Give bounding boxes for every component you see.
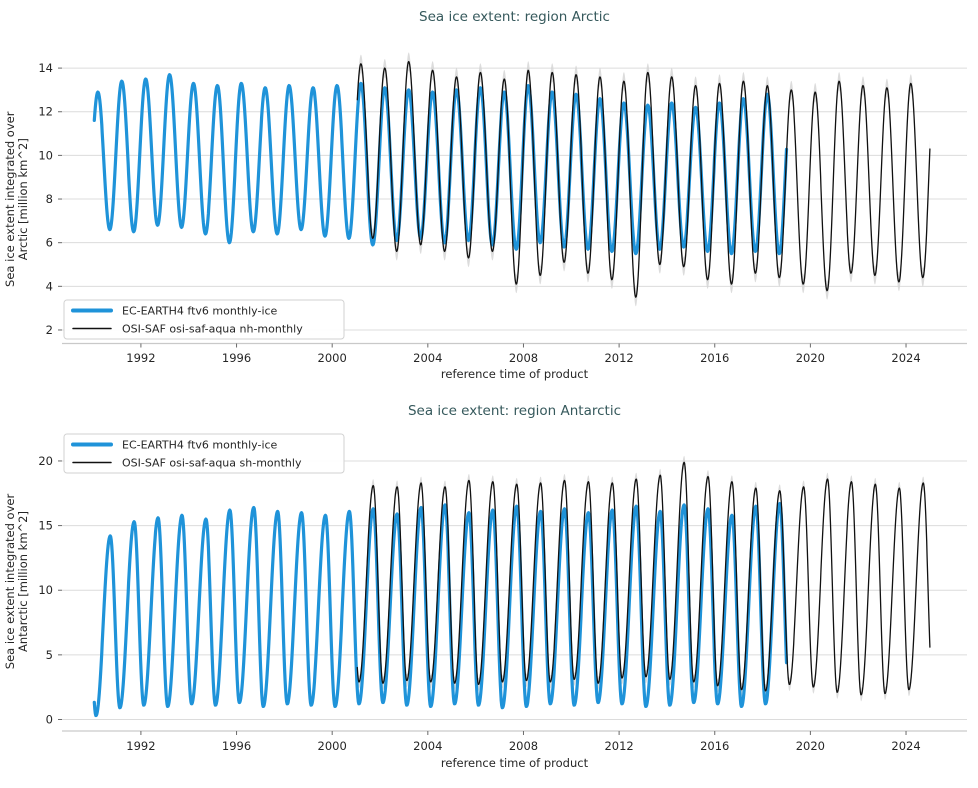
y-tick-label: 14 [38, 61, 53, 75]
y-tick-label: 15 [38, 519, 53, 533]
series-line-0 [92, 73, 789, 256]
legend-box [63, 433, 345, 474]
series-line-0 [92, 501, 789, 718]
x-tick-label: 2004 [413, 351, 442, 365]
series-line-1 [356, 461, 931, 696]
y-tick-label: 20 [38, 454, 53, 468]
y-tick-label: 6 [46, 236, 53, 250]
series-line-1 [356, 60, 931, 298]
x-tick-label: 2012 [604, 351, 633, 365]
x-tick-label: 2024 [891, 351, 920, 365]
x-tick-label: 2020 [796, 351, 825, 365]
y-tick-label: 5 [46, 648, 53, 662]
y-tick-label: 10 [38, 148, 53, 162]
x-tick-label: 1996 [222, 739, 251, 753]
legend-label-0: EC-EARTH4 ftv6 monthly-ice [122, 305, 278, 318]
x-axis-label: reference time of product [441, 756, 589, 770]
y-tick-label: 4 [46, 279, 53, 293]
x-tick-label: 2008 [509, 351, 538, 365]
legend-box [63, 299, 345, 340]
x-tick-label: 1992 [126, 351, 155, 365]
antarctic-chart-canvas: 1992 1996 2000 2004 2008 2012 2016 2020 2024 0 5 10… [3, 433, 967, 770]
x-tick-label: 1996 [222, 351, 251, 365]
y-tick-label: 10 [38, 583, 53, 597]
legend-label-0: EC-EARTH4 ftv6 monthly-ice [122, 439, 278, 452]
y-tick-label: 12 [38, 105, 53, 119]
x-tick-label: 2012 [604, 739, 633, 753]
y-tick-label: 0 [46, 712, 53, 726]
arctic-chart-canvas: 1992 1996 2000 2004 2008 2012 2016 2020 2024 2 4 6 8… [3, 52, 967, 381]
legend-label-1: OSI-SAF osi-saf-aqua sh-monthly [122, 457, 302, 470]
antarctic-chart: Sea ice extent: region Antarctic 1992 199… [0, 394, 978, 788]
x-tick-label: 2004 [413, 739, 442, 753]
y-axis-label: Sea ice extent integrated overArctic [mi… [3, 111, 30, 287]
y-tick-label: 8 [46, 192, 53, 206]
x-tick-label: 2000 [318, 351, 347, 365]
y-axis-label: Sea ice extent integrated overAntarctic … [3, 494, 30, 670]
x-tick-label: 1992 [126, 739, 155, 753]
x-tick-label: 2016 [700, 351, 729, 365]
uncertainty-band [357, 52, 930, 307]
x-tick-label: 2000 [318, 739, 347, 753]
x-tick-label: 2008 [509, 739, 538, 753]
x-tick-label: 2024 [891, 739, 920, 753]
x-axis-label: reference time of product [441, 367, 589, 381]
x-tick-label: 2016 [700, 739, 729, 753]
arctic-chart-title: Sea ice extent: region Arctic [419, 9, 610, 25]
antarctic-chart-title: Sea ice extent: region Antarctic [407, 403, 622, 419]
y-tick-label: 2 [46, 323, 53, 337]
x-tick-label: 2020 [796, 739, 825, 753]
arctic-chart: Sea ice extent: region Arctic 1992 1996 20… [3, 9, 967, 381]
legend-label-1: OSI-SAF osi-saf-aqua nh-monthly [122, 323, 303, 336]
